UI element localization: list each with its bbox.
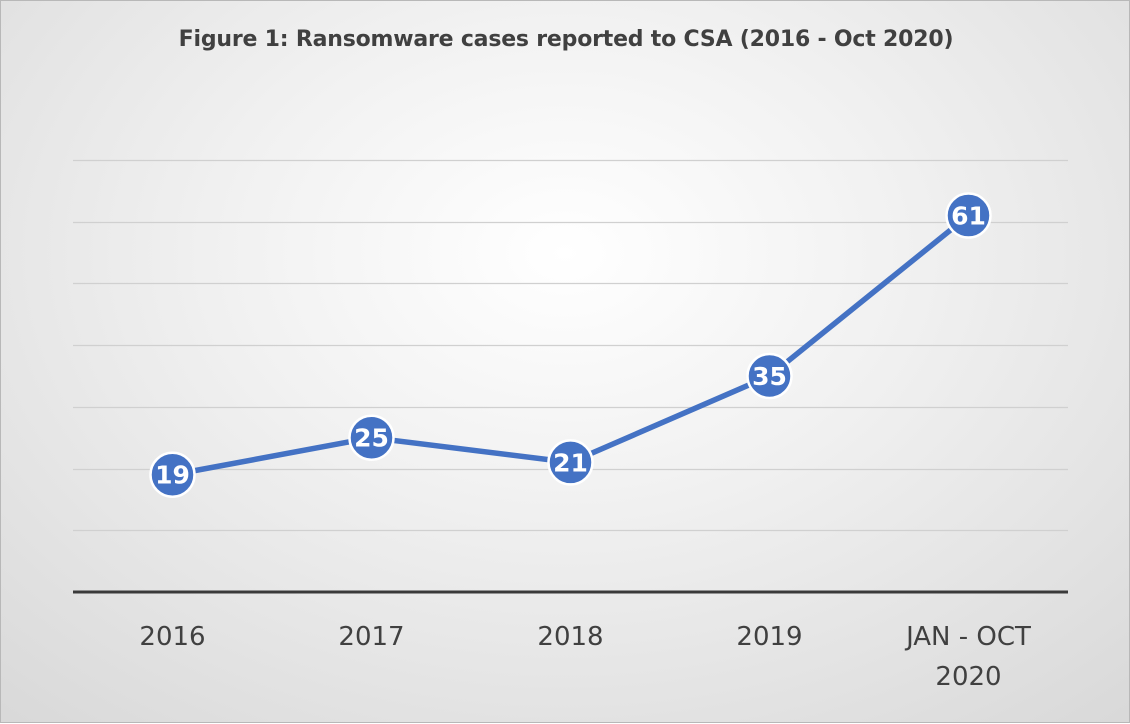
chart-title: Figure 1: Ransomware cases reported to C… (178, 27, 954, 52)
x-tick-label: 2018 (537, 622, 603, 652)
data-point-marker (149, 451, 196, 498)
data-label: 61 (951, 202, 986, 231)
data-point-marker (746, 352, 793, 400)
x-tick-label: 2019 (736, 622, 802, 652)
x-tick-label: 2016 (139, 622, 205, 652)
data-label: 35 (752, 362, 787, 391)
data-point-marker (945, 192, 992, 239)
data-point-marker (348, 414, 395, 461)
data-label: 19 (155, 461, 190, 490)
data-point-marker (547, 439, 594, 486)
x-tick-label: 2017 (338, 622, 404, 652)
data-label: 21 (553, 448, 588, 477)
x-tick-label: JAN - OCT 2020 (904, 622, 1031, 692)
data-label: 25 (354, 424, 389, 453)
